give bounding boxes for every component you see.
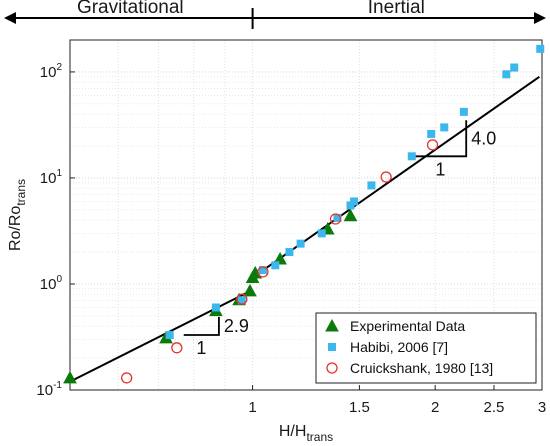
legend-entry: Habibi, 2006 [7] — [350, 339, 448, 355]
y-tick-label: 10-1 — [36, 380, 62, 399]
square-point — [367, 181, 376, 190]
square-point — [333, 213, 342, 222]
triangle-point — [243, 283, 257, 297]
square-point — [296, 239, 305, 248]
axis-ticks: 1 1.5 2 2.5 3 10-1 100 101 102 — [36, 62, 546, 416]
x-tick-label: 1.5 — [349, 399, 370, 416]
y-axis-label: Ro/Rotrans — [7, 179, 28, 251]
circle-point — [329, 213, 342, 225]
circle-point — [380, 171, 392, 183]
fit-line — [69, 288, 254, 383]
square-point — [271, 261, 280, 270]
slope-rise-label: 4.0 — [471, 128, 496, 148]
square-point — [285, 248, 294, 257]
square-point — [440, 123, 449, 132]
regime-right-label: Inertial — [368, 0, 425, 18]
legend-triangle-icon — [325, 318, 339, 332]
arrow-left-icon — [4, 12, 16, 24]
square-point — [407, 152, 416, 161]
circle-point — [121, 372, 133, 384]
legend-entry: Cruickshank, 1980 [13] — [350, 360, 493, 376]
regime-annotation: Gravitational Inertial — [4, 0, 546, 29]
regime-left-label: Gravitational — [77, 0, 184, 18]
square-point — [502, 70, 511, 79]
circle-point — [171, 342, 183, 354]
plot-frame — [69, 39, 543, 391]
square-point — [459, 107, 468, 116]
x-axis-label: H/Htrans — [279, 423, 333, 444]
circle-point — [426, 139, 439, 151]
slope-triangle — [414, 120, 468, 158]
circle-point — [257, 266, 269, 278]
square-point — [350, 197, 359, 206]
square-point — [258, 266, 267, 275]
slope-triangle — [183, 316, 220, 336]
x-tick-label: 1 — [248, 399, 256, 416]
x-tick-label: 3 — [538, 399, 546, 416]
triangle-point — [343, 208, 358, 222]
fit-line — [252, 75, 540, 279]
square-point — [536, 44, 545, 53]
legend-entry: Experimental Data — [350, 318, 465, 334]
square-point — [317, 229, 326, 238]
fit-lines: 1 2.9 1 4.0 — [69, 75, 540, 383]
triangle-point — [273, 251, 287, 265]
y-tick-label: 101 — [40, 168, 63, 187]
axis-labels: H/Htrans Ro/Rotrans — [7, 179, 333, 444]
square-point — [165, 331, 174, 340]
square-point — [427, 129, 436, 138]
arrow-right-icon — [534, 12, 546, 24]
x-tick-label: 2 — [431, 399, 439, 416]
slope-rise-label: 2.9 — [224, 316, 249, 336]
square-point — [346, 201, 355, 210]
legend-circle-icon — [326, 362, 338, 374]
x-tick-label: 2.5 — [484, 399, 505, 416]
square-point — [237, 296, 246, 305]
legend-box — [315, 312, 537, 384]
slope-run-label: 1 — [435, 159, 445, 179]
y-tick-label: 102 — [40, 62, 63, 81]
triangle-point — [63, 370, 77, 384]
y-tick-label: 100 — [40, 274, 63, 293]
square-point — [510, 63, 519, 72]
legend-square-icon — [328, 343, 336, 351]
circle-point — [236, 293, 248, 305]
legend: Experimental Data Habibi, 2006 [7] Cruicks… — [315, 312, 537, 384]
square-point — [211, 303, 220, 312]
data-points — [63, 44, 545, 384]
slope-run-label: 1 — [196, 338, 206, 358]
